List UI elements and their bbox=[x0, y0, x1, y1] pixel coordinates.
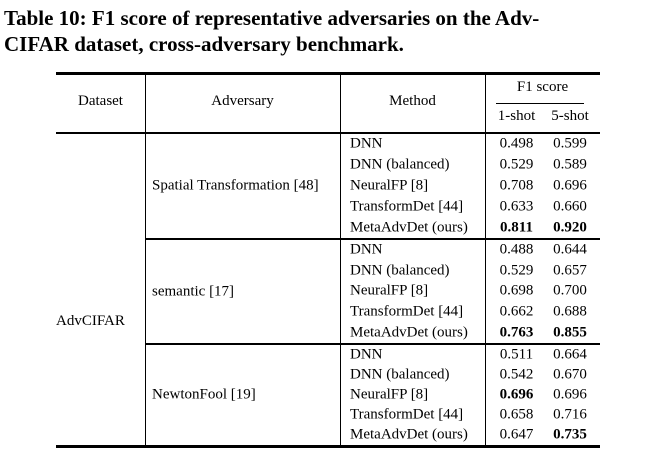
f1-5shot-value: 0.589 bbox=[553, 156, 587, 173]
f1-5shot-value: 0.696 bbox=[553, 177, 587, 194]
block-separator-rule-1 bbox=[145, 238, 600, 240]
adversary-block-semantic: semantic [17] DNN 0.488 0.644 DNN (balan… bbox=[56, 240, 600, 343]
column-rule-method-f1 bbox=[485, 75, 486, 445]
method-rows: DNN 0.498 0.599 DNN (balanced) 0.529 0.5… bbox=[56, 134, 600, 238]
table-row: TransformDet [44] 0.658 0.716 bbox=[56, 405, 600, 425]
header-5-shot: 5-shot bbox=[551, 108, 589, 124]
method-cell: TransformDet [44] bbox=[350, 303, 464, 320]
f1-1shot-value: 0.498 bbox=[499, 135, 534, 152]
adversary-cell: semantic [17] bbox=[152, 283, 235, 299]
table-row: TransformDet [44] 0.633 0.660 bbox=[56, 196, 600, 217]
f1-5shot-value: 0.920 bbox=[553, 219, 587, 236]
method-cell: TransformDet [44] bbox=[350, 406, 464, 423]
method-cell: MetaAdvDet (ours) bbox=[350, 219, 468, 236]
adversary-block-spatial-transformation: Spatial Transformation [48] DNN 0.498 0.… bbox=[56, 134, 600, 238]
table-row: MetaAdvDet (ours) 0.763 0.855 bbox=[56, 322, 600, 343]
method-cell: NeuralFP [8] bbox=[350, 282, 429, 299]
caption-line-2: CIFAR dataset, cross-adversary benchmark… bbox=[4, 32, 404, 56]
f1-5shot-value: 0.688 bbox=[553, 303, 587, 320]
header-f1-score: F1 score bbox=[516, 79, 569, 95]
header-method: Method bbox=[389, 93, 436, 109]
table-row: DNN (balanced) 0.529 0.657 bbox=[56, 261, 600, 282]
f1-5shot-value: 0.664 bbox=[553, 346, 587, 363]
f1-group-underline bbox=[496, 103, 584, 104]
header-dataset: Dataset bbox=[78, 93, 123, 109]
f1-1shot-value: 0.542 bbox=[499, 366, 534, 383]
table-row: DNN (balanced) 0.529 0.589 bbox=[56, 155, 600, 176]
f1-1shot-value: 0.633 bbox=[499, 198, 534, 215]
f1-1shot-value: 0.696 bbox=[499, 386, 534, 403]
f1-1shot-value: 0.763 bbox=[499, 324, 534, 341]
table-row: NeuralFP [8] 0.698 0.700 bbox=[56, 281, 600, 302]
caption-line-1: Table 10: F1 score of representative adv… bbox=[4, 6, 540, 30]
table-row: MetaAdvDet (ours) 0.811 0.920 bbox=[56, 217, 600, 238]
method-rows: DNN 0.511 0.664 DNN (balanced) 0.542 0.6… bbox=[56, 345, 600, 445]
method-cell: NeuralFP [8] bbox=[350, 177, 429, 194]
table-header-row: Dataset Adversary Method F1 score 1-shot… bbox=[56, 75, 600, 132]
f1-1shot-value: 0.529 bbox=[499, 262, 534, 279]
table-body-area: Dataset Adversary Method F1 score 1-shot… bbox=[56, 75, 600, 445]
results-table: Dataset Adversary Method F1 score 1-shot… bbox=[56, 72, 600, 448]
column-rule-dataset-adversary bbox=[145, 75, 146, 445]
method-cell: DNN (balanced) bbox=[350, 366, 450, 383]
method-cell: MetaAdvDet (ours) bbox=[350, 324, 468, 341]
method-cell: DNN bbox=[350, 346, 383, 363]
f1-1shot-value: 0.529 bbox=[499, 156, 534, 173]
method-cell: NeuralFP [8] bbox=[350, 386, 429, 403]
method-cell: DNN (balanced) bbox=[350, 262, 450, 279]
adversary-block-newtonfool: NewtonFool [19] DNN 0.511 0.664 DNN (bal… bbox=[56, 345, 600, 445]
table-row: DNN 0.511 0.664 bbox=[56, 345, 600, 365]
dataset-cell: AdvCIFAR bbox=[56, 313, 125, 329]
table-row: MetaAdvDet (ours) 0.647 0.735 bbox=[56, 425, 600, 445]
method-cell: DNN bbox=[350, 135, 383, 152]
f1-5shot-value: 0.855 bbox=[553, 324, 587, 341]
table-caption: Table 10: F1 score of representative adv… bbox=[4, 5, 660, 57]
method-cell: DNN bbox=[350, 241, 383, 258]
table-row: NeuralFP [8] 0.696 0.696 bbox=[56, 385, 600, 405]
table-row: TransformDet [44] 0.662 0.688 bbox=[56, 302, 600, 323]
f1-1shot-value: 0.811 bbox=[500, 219, 533, 236]
f1-1shot-value: 0.488 bbox=[499, 241, 534, 258]
f1-5shot-value: 0.660 bbox=[553, 198, 587, 215]
adversary-cell: NewtonFool [19] bbox=[152, 386, 256, 403]
f1-5shot-value: 0.657 bbox=[553, 262, 587, 279]
f1-1shot-value: 0.658 bbox=[499, 406, 534, 423]
f1-5shot-value: 0.670 bbox=[553, 366, 587, 383]
method-rows: DNN 0.488 0.644 DNN (balanced) 0.529 0.6… bbox=[56, 240, 600, 343]
block-separator-rule-2 bbox=[145, 343, 600, 345]
method-cell: TransformDet [44] bbox=[350, 198, 464, 215]
table-row: DNN (balanced) 0.542 0.670 bbox=[56, 365, 600, 385]
f1-5shot-value: 0.716 bbox=[553, 406, 587, 423]
method-cell: MetaAdvDet (ours) bbox=[350, 426, 468, 443]
header-adversary: Adversary bbox=[211, 93, 274, 109]
f1-5shot-value: 0.696 bbox=[553, 386, 587, 403]
f1-1shot-value: 0.647 bbox=[499, 426, 534, 443]
f1-1shot-value: 0.662 bbox=[499, 303, 534, 320]
header-1-shot: 1-shot bbox=[497, 108, 536, 124]
table-row: DNN 0.498 0.599 bbox=[56, 134, 600, 155]
f1-1shot-value: 0.698 bbox=[499, 282, 534, 299]
f1-5shot-value: 0.735 bbox=[553, 426, 587, 443]
f1-5shot-value: 0.644 bbox=[553, 241, 587, 258]
f1-1shot-value: 0.511 bbox=[499, 346, 534, 363]
column-rule-adversary-method bbox=[340, 75, 341, 445]
adversary-cell: Spatial Transformation [48] bbox=[152, 177, 319, 194]
header-bottom-rule bbox=[56, 132, 600, 134]
f1-5shot-value: 0.599 bbox=[553, 135, 587, 152]
f1-1shot-value: 0.708 bbox=[499, 177, 534, 194]
method-cell: DNN (balanced) bbox=[350, 156, 450, 173]
f1-5shot-value: 0.700 bbox=[553, 282, 587, 299]
table-row: DNN 0.488 0.644 bbox=[56, 240, 600, 261]
table-row: NeuralFP [8] 0.708 0.696 bbox=[56, 176, 600, 197]
